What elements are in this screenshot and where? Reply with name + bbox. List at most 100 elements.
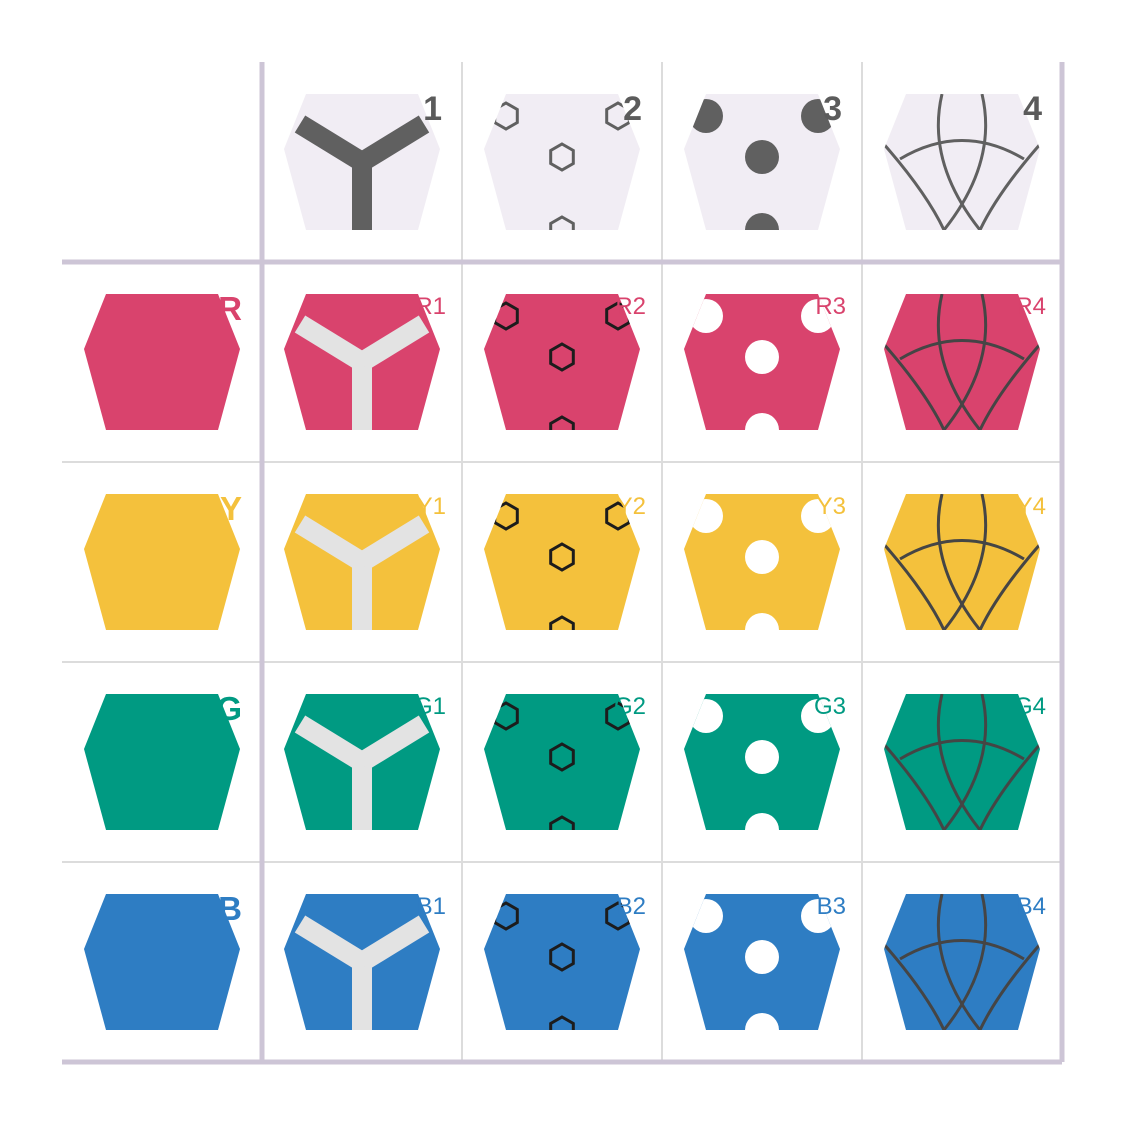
bar-arm-right [356, 715, 430, 771]
tile-G3 [684, 694, 840, 830]
arc-line [884, 341, 946, 430]
cell-label-R4: R4 [1015, 293, 1046, 320]
tile-shape [84, 694, 240, 830]
tile-pattern-y-bar [294, 915, 430, 1030]
tile-G1 [284, 694, 440, 830]
cell-label-R3: R3 [815, 293, 846, 320]
bar-arm-right [356, 115, 430, 171]
arc-line [942, 94, 988, 230]
arc-line [942, 894, 988, 1030]
arc-line [978, 541, 1040, 630]
column-label-3: 3 [823, 90, 842, 128]
tile-Y1 [284, 494, 440, 630]
cell-label-R1: R1 [415, 293, 446, 320]
bar-arm-left [294, 115, 368, 171]
dot [745, 940, 779, 974]
row-tile-R [84, 294, 240, 430]
arc-line [936, 494, 982, 630]
cell-label-B4: B4 [1017, 893, 1046, 920]
arc-line [884, 941, 946, 1030]
header-tile-3 [684, 94, 840, 230]
tile-pattern-arcs [884, 94, 1040, 230]
tile-G4 [884, 694, 1040, 830]
column-label-2: 2 [623, 90, 642, 128]
arc-line [884, 541, 946, 630]
arc-line [899, 539, 1025, 561]
tile-shape [484, 294, 640, 430]
hex-ring [549, 215, 575, 230]
arc-line [899, 139, 1025, 161]
tile-Y3 [684, 494, 840, 630]
tile-R1 [284, 294, 440, 430]
bar-arm-left [294, 915, 368, 971]
tile-B4 [884, 894, 1040, 1030]
cell-label-Y1: Y1 [417, 493, 446, 520]
dot [689, 499, 723, 533]
cell-label-B3: B3 [817, 893, 846, 920]
hex-ring [549, 142, 575, 172]
dot [745, 540, 779, 574]
tile-pattern-y-bar [294, 715, 430, 830]
arc-line [978, 741, 1040, 830]
tile-shape [84, 294, 240, 430]
arc-line [884, 141, 946, 230]
row-label-R: R [218, 290, 242, 327]
dot [689, 99, 723, 133]
tile-R3 [684, 294, 840, 430]
tile-B3 [684, 894, 840, 1030]
hex-ring [549, 742, 575, 772]
hex-ring [549, 542, 575, 572]
dot [745, 140, 779, 174]
bar-arm-right [356, 315, 430, 371]
tile-shape [84, 494, 240, 630]
tile-shape [484, 494, 640, 630]
tile-pattern-arcs [884, 494, 1040, 630]
dot [689, 699, 723, 733]
arc-line [942, 294, 988, 430]
row-tile-B [84, 894, 240, 1030]
arc-line [884, 741, 946, 830]
tile-shape [484, 694, 640, 830]
column-label-4: 4 [1023, 90, 1042, 128]
cell-label-Y2: Y2 [617, 493, 646, 520]
arc-line [978, 341, 1040, 430]
row-tile-G [84, 694, 240, 830]
row-label-Y: Y [220, 490, 242, 527]
tile-pattern-arcs [884, 294, 1040, 430]
tile-shape [484, 894, 640, 1030]
cell-label-G3: G3 [814, 693, 846, 720]
bar-arm-left [294, 715, 368, 771]
tile-shape [484, 94, 640, 230]
arc-line [899, 339, 1025, 361]
cell-label-B1: B1 [417, 893, 446, 920]
tile-pattern-dots [689, 899, 835, 1030]
dot [689, 899, 723, 933]
cell-label-G1: G1 [414, 693, 446, 720]
hex-ring [549, 342, 575, 372]
cell-label-Y3: Y3 [817, 493, 846, 520]
tile-pattern-arcs [884, 694, 1040, 830]
arc-line [936, 94, 982, 230]
tile-pattern-dots [689, 99, 835, 230]
header-tile-4 [884, 94, 1040, 230]
row-tile-Y [84, 494, 240, 630]
cell-label-R2: R2 [615, 293, 646, 320]
dot [745, 740, 779, 774]
dot [745, 340, 779, 374]
dot [745, 813, 779, 830]
arc-line [899, 939, 1025, 961]
dot [745, 213, 779, 230]
arc-line [978, 941, 1040, 1030]
row-label-G: G [216, 690, 242, 727]
tile-B1 [284, 894, 440, 1030]
cell-label-B2: B2 [617, 893, 646, 920]
cell-label-G4: G4 [1014, 693, 1046, 720]
arc-line [936, 694, 982, 830]
header-tile-2 [484, 94, 640, 230]
tile-shape [884, 94, 1040, 230]
arc-line [978, 141, 1040, 230]
arc-line [942, 494, 988, 630]
hex-ring [549, 615, 575, 630]
arc-line [936, 894, 982, 1030]
